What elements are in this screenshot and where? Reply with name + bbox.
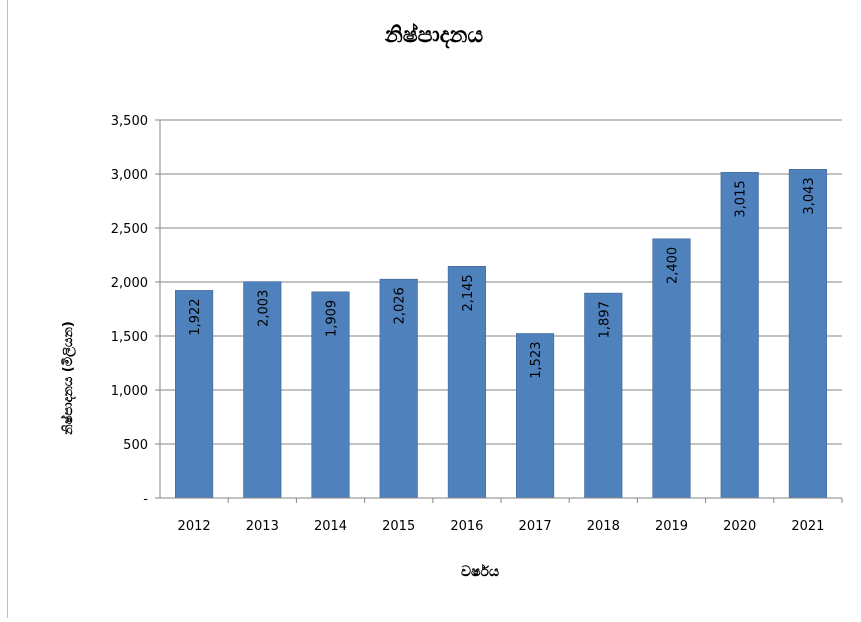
y-tick-labels: - 500 1,000 1,500 2,000 2,500 3,000 3,500 <box>111 114 149 507</box>
y-tick-label: 1,000 <box>111 384 148 399</box>
x-tick-labels: 2012 2013 2014 2015 2016 2017 2018 2019 2020 2021 <box>178 519 825 534</box>
y-tick-label: 3,500 <box>111 114 148 129</box>
y-tick-label: 2,500 <box>111 222 148 237</box>
y-tick-label: 1,500 <box>111 330 148 345</box>
x-tick-label-2013: 2013 <box>246 519 279 534</box>
y-tick-label: 500 <box>123 438 148 453</box>
data-label-2021: 3,043 <box>802 177 817 214</box>
x-tick-label-2016: 2016 <box>450 519 483 534</box>
bar-2015 <box>379 278 418 499</box>
x-tick-label-2021: 2021 <box>791 519 824 534</box>
data-label-2017: 1,523 <box>529 342 544 379</box>
x-axis-label: වර්ෂය <box>461 563 499 580</box>
bar-2019 <box>652 238 691 499</box>
bar-2018 <box>584 292 623 499</box>
data-label-2018: 1,897 <box>597 301 612 338</box>
y-axis-label: නිෂ්පාදනය (මිලියන) <box>59 321 77 436</box>
bar-2013 <box>243 281 282 499</box>
data-label-2016: 2,145 <box>461 274 476 311</box>
data-label-2015: 2,026 <box>393 287 408 324</box>
x-tick-label-2017: 2017 <box>519 519 552 534</box>
data-label-2020: 3,015 <box>734 180 749 217</box>
bar-2021 <box>788 169 827 499</box>
bar-2020 <box>720 172 759 499</box>
y-tick-label: 3,000 <box>111 168 148 183</box>
x-tick-label-2019: 2019 <box>655 519 688 534</box>
bar-2017 <box>516 333 555 499</box>
bar-2016 <box>447 266 486 499</box>
bars <box>175 169 827 499</box>
data-label-2019: 2,400 <box>666 247 681 284</box>
data-label-2012: 1,922 <box>188 298 203 335</box>
data-label-2013: 2,003 <box>256 290 271 327</box>
data-labels: 1,922 2,003 1,909 2,026 2,145 1,523 1,897 2,400… <box>188 177 817 378</box>
x-tick-label-2012: 2012 <box>178 519 211 534</box>
data-label-2014: 1,909 <box>325 300 340 337</box>
x-tick-label-2015: 2015 <box>382 519 415 534</box>
x-tick-label-2020: 2020 <box>723 519 756 534</box>
chart-title: නිෂ්පාදනය <box>384 22 484 49</box>
x-tick-label-2014: 2014 <box>314 519 347 534</box>
y-tick-label: 2,000 <box>111 276 148 291</box>
y-tick-label: - <box>143 492 148 507</box>
x-tick-label-2018: 2018 <box>587 519 620 534</box>
